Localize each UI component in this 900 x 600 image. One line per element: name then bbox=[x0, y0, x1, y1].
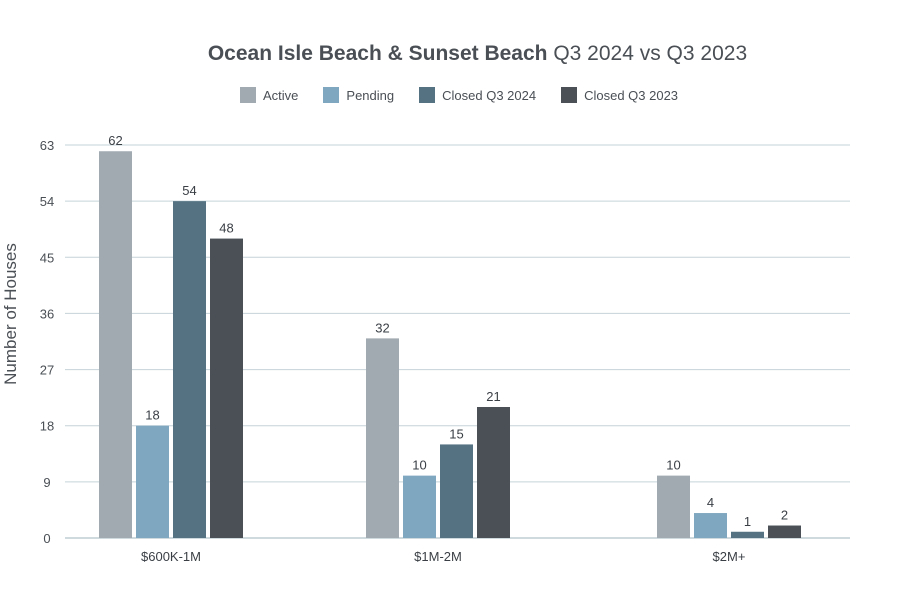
bar-active-0 bbox=[99, 151, 132, 538]
data-label: 48 bbox=[219, 221, 233, 236]
legend-item-pending: Pending bbox=[323, 87, 394, 103]
data-label: 54 bbox=[182, 183, 196, 198]
y-tick-label: 45 bbox=[40, 250, 54, 265]
x-category-label: $1M-2M bbox=[414, 549, 462, 564]
legend-item-active: Active bbox=[240, 87, 298, 103]
bar-pending-2 bbox=[694, 513, 727, 538]
data-label: 32 bbox=[375, 320, 389, 335]
legend-swatch-pending bbox=[323, 87, 340, 103]
y-tick-label: 36 bbox=[40, 306, 54, 321]
data-label: 15 bbox=[449, 426, 463, 441]
bar-pending-0 bbox=[136, 425, 169, 538]
data-label: 10 bbox=[412, 458, 426, 473]
legend-swatch-closed-2023 bbox=[561, 87, 578, 103]
legend-item-closed-2024: Closed Q3 2024 bbox=[419, 87, 536, 103]
bar-closed-q3-2024-1 bbox=[440, 444, 473, 538]
bar-closed-q3-2024-0 bbox=[173, 201, 206, 538]
legend-label-closed-2024: Closed Q3 2024 bbox=[442, 87, 537, 103]
data-label: 18 bbox=[145, 408, 159, 423]
bar-closed-q3-2023-2 bbox=[768, 525, 801, 538]
bar-active-1 bbox=[366, 338, 399, 538]
chart-title-main: Ocean Isle Beach & Sunset Beach bbox=[207, 42, 548, 65]
legend-label-active: Active bbox=[263, 87, 299, 103]
x-category-label: $600K-1M bbox=[141, 549, 201, 564]
data-label: 10 bbox=[666, 458, 680, 473]
data-label: 21 bbox=[486, 389, 500, 404]
x-category-label: $2M+ bbox=[713, 549, 746, 564]
legend-label-closed-2023: Closed Q3 2023 bbox=[584, 87, 679, 103]
y-tick-label: 18 bbox=[40, 419, 54, 434]
data-label: 1 bbox=[744, 514, 751, 529]
legend: Active Pending Closed Q3 2024 Closed Q3 … bbox=[240, 87, 678, 103]
data-label: 2 bbox=[781, 508, 788, 523]
y-tick-label: 0 bbox=[43, 531, 50, 546]
bar-closed-q3-2024-2 bbox=[731, 531, 764, 538]
chart-title-period: Q3 2024 vs Q3 2023 bbox=[553, 42, 748, 65]
legend-label-pending: Pending bbox=[346, 87, 395, 103]
bar-closed-q3-2023-0 bbox=[210, 238, 243, 539]
bar-pending-1 bbox=[403, 475, 436, 538]
y-tick-label: 9 bbox=[43, 475, 50, 490]
data-labels: 62 18 54 48 32 10 15 21 10 4 1 2 bbox=[108, 133, 788, 529]
bar-active-2 bbox=[657, 475, 690, 538]
x-axis-categories: $600K-1M $1M-2M $2M+ bbox=[141, 549, 745, 564]
y-axis-ticks: 0 9 18 27 36 45 54 63 bbox=[40, 138, 54, 546]
legend-swatch-active bbox=[240, 87, 256, 103]
y-tick-label: 54 bbox=[40, 194, 54, 209]
y-axis-label: Number of Houses bbox=[1, 243, 20, 385]
chart-title: Ocean Isle Beach & Sunset Beach Q3 2024 … bbox=[0, 42, 900, 66]
y-tick-label: 27 bbox=[40, 363, 54, 378]
bars bbox=[99, 151, 801, 539]
data-label: 62 bbox=[108, 133, 122, 148]
data-label: 4 bbox=[707, 495, 714, 510]
y-tick-label: 63 bbox=[40, 138, 54, 153]
legend-swatch-closed-2024 bbox=[419, 87, 436, 103]
legend-item-closed-2023: Closed Q3 2023 bbox=[561, 87, 678, 103]
bar-closed-q3-2023-1 bbox=[477, 407, 510, 538]
